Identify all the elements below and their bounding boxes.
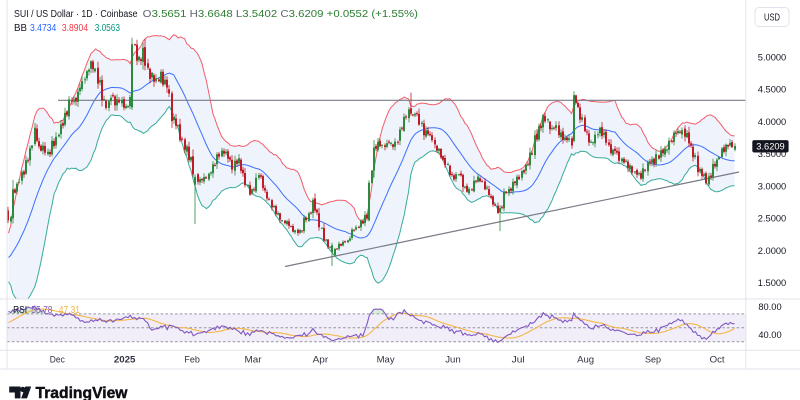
svg-text:Apr: Apr <box>313 355 329 365</box>
svg-text:BB: BB <box>14 23 27 34</box>
svg-text:47.31: 47.31 <box>59 305 80 316</box>
svg-text:4.0000: 4.0000 <box>758 117 786 127</box>
svg-text:Jul: Jul <box>512 355 525 365</box>
svg-text:3.4734: 3.4734 <box>30 23 57 34</box>
svg-text:40.00: 40.00 <box>758 330 781 340</box>
svg-text:2.5000: 2.5000 <box>758 214 786 224</box>
svg-text:3.0563: 3.0563 <box>95 23 121 34</box>
svg-text:80.00: 80.00 <box>758 302 781 312</box>
svg-text:USD: USD <box>764 13 780 24</box>
svg-text:Oct: Oct <box>710 355 725 365</box>
svg-text:O3.5651 H3.6648 L3.5402 C3.620: O3.5651 H3.6648 L3.5402 C3.6209 +0.0552 … <box>143 9 418 20</box>
svg-text:Dec: Dec <box>50 355 65 365</box>
svg-text:4.5000: 4.5000 <box>758 85 786 95</box>
svg-text:3.0000: 3.0000 <box>758 181 786 191</box>
svg-text:1.5000: 1.5000 <box>758 278 786 288</box>
svg-text:Mar: Mar <box>245 355 262 365</box>
svg-text:May: May <box>377 355 395 365</box>
svg-text:Aug: Aug <box>577 355 594 365</box>
svg-text:3.5000: 3.5000 <box>758 149 786 159</box>
svg-text:3.8904: 3.8904 <box>62 23 89 34</box>
svg-text:3.6209: 3.6209 <box>756 142 784 152</box>
svg-text:TradingView: TradingView <box>36 385 129 400</box>
svg-text:RSI: RSI <box>13 305 27 316</box>
svg-text:SUI / US Dollar · 1D · Coinbas: SUI / US Dollar · 1D · Coinbase <box>14 9 138 20</box>
svg-text:5.0000: 5.0000 <box>758 52 786 62</box>
svg-text:2.0000: 2.0000 <box>758 246 786 256</box>
svg-text:Sep: Sep <box>645 355 661 365</box>
svg-text:Jun: Jun <box>445 355 461 365</box>
svg-text:55.78: 55.78 <box>31 305 53 316</box>
svg-text:Feb: Feb <box>184 355 200 365</box>
svg-text:2025: 2025 <box>114 355 136 365</box>
